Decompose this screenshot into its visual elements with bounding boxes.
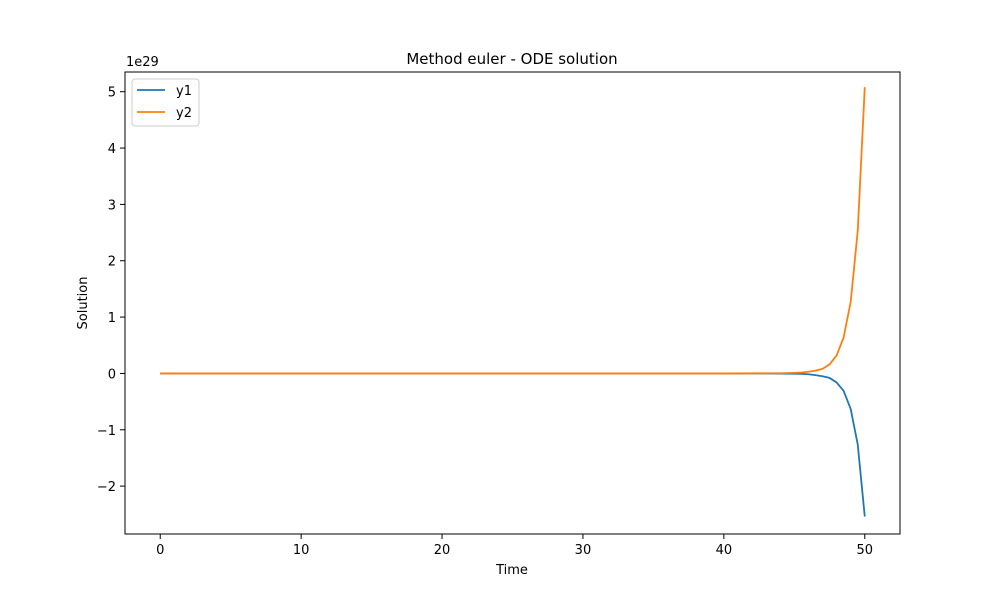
plot-frame	[124, 71, 901, 535]
y-tick-label: −2	[97, 480, 116, 495]
series-line-y1	[160, 372, 866, 517]
y-tick-label: 1	[108, 311, 116, 326]
x-tick-label: 10	[293, 543, 310, 558]
y-tick-label: 3	[108, 198, 116, 213]
y-tick-label: 4	[108, 142, 116, 157]
x-tick-label: 20	[434, 543, 451, 558]
y-tick-label: −1	[97, 424, 116, 439]
y-axis-label: Solution	[76, 277, 91, 330]
series-line-y2	[160, 87, 866, 375]
x-axis-ticks: 0 10 20 30 40 50	[156, 534, 873, 558]
y-tick-label: 5	[108, 86, 116, 101]
x-tick-label: 30	[575, 543, 592, 558]
y-tick-label: 0	[108, 367, 116, 382]
chart-title: Method euler - ODE solution	[406, 50, 617, 68]
y-axis-offset-text: 1e29	[126, 55, 159, 70]
x-tick-label: 50	[856, 543, 873, 558]
y-axis-ticks: −2 −1 0 1 2 3 4 5	[97, 86, 125, 495]
legend-label-y2: y2	[176, 106, 192, 121]
x-tick-label: 0	[156, 543, 164, 558]
series-layer	[160, 87, 866, 517]
x-axis-label: Time	[495, 563, 528, 578]
y-tick-label: 2	[108, 255, 116, 270]
legend-label-y1: y1	[176, 84, 192, 99]
x-tick-label: 40	[716, 543, 733, 558]
